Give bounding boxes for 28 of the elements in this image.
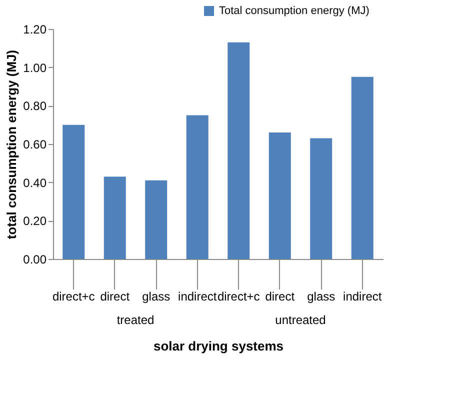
bar xyxy=(104,176,126,259)
x-tick-label: indirect xyxy=(178,290,218,304)
y-tick-label: 1.20 xyxy=(23,22,47,36)
y-tick-label: 0.60 xyxy=(23,138,47,152)
text: treated xyxy=(116,313,154,327)
x-tick-label: direct xyxy=(265,290,296,304)
y-tick-label: 0.20 xyxy=(23,214,47,228)
legend-label: Total consumption energy (MJ) xyxy=(219,5,370,17)
bar xyxy=(145,180,168,259)
bar xyxy=(351,76,374,259)
bar xyxy=(310,138,332,259)
x-tick-label: direct+c xyxy=(217,290,260,304)
bar xyxy=(62,124,85,259)
bar xyxy=(186,115,208,259)
y-axis-title: total consumption energy (MJ) xyxy=(4,50,20,240)
x-axis-title: solar drying systems xyxy=(153,338,284,354)
bar xyxy=(268,132,291,259)
x-tick-label: indirect xyxy=(343,290,382,304)
y-tick-label: 1.00 xyxy=(23,60,47,75)
x-tick-label: glass xyxy=(142,290,170,304)
x-tick-label: direct xyxy=(100,290,130,304)
y-tick-label: 0.00 xyxy=(23,252,47,266)
bar xyxy=(228,42,250,259)
y-tick-label: 0.80 xyxy=(23,99,47,114)
x-tick-label: direct+c xyxy=(52,290,95,304)
x-tick-label: glass xyxy=(307,290,336,304)
text: untreated xyxy=(275,313,326,327)
y-tick-label: 0.40 xyxy=(23,176,47,190)
